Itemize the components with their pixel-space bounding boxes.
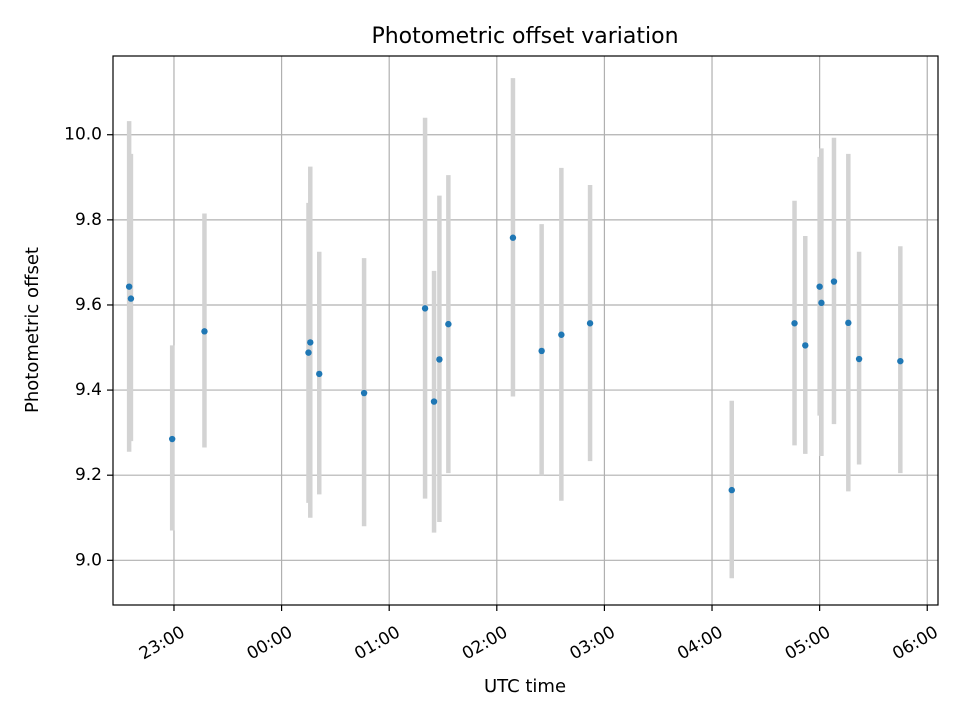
data-point — [509, 234, 517, 241]
y-tick-label: 9.4 — [75, 380, 102, 400]
data-point — [791, 320, 798, 327]
data-point — [201, 328, 208, 335]
y-axis-label: Photometric offset — [22, 247, 43, 413]
data-point — [855, 355, 863, 363]
data-point — [168, 435, 176, 443]
data-point — [305, 349, 312, 356]
y-tick-label: 9.8 — [75, 210, 102, 230]
data-point — [818, 299, 825, 307]
data-point — [360, 389, 368, 397]
data-point — [307, 339, 314, 346]
y-axis-ticks: 9.0 9.2 9.4 9.6 9.8 10.0 — [64, 125, 113, 570]
data-point — [421, 305, 429, 312]
data-point — [586, 320, 594, 327]
chart-title: Photometric offset variation — [371, 24, 678, 49]
data-point — [436, 356, 443, 363]
data-point — [125, 283, 133, 290]
data-points — [125, 234, 904, 494]
data-point — [830, 278, 838, 285]
data-point — [316, 370, 323, 378]
y-tick-label: 10.0 — [64, 125, 102, 145]
data-point — [728, 486, 735, 494]
y-tick-label: 9.6 — [75, 295, 102, 315]
x-axis-label: UTC time — [484, 676, 566, 697]
data-point — [558, 331, 565, 338]
y-tick-label: 9.2 — [75, 465, 102, 485]
data-point — [430, 398, 438, 405]
data-point — [845, 319, 852, 327]
data-point — [538, 347, 545, 355]
data-point — [802, 342, 809, 349]
data-point — [816, 283, 823, 290]
grid-lines — [113, 56, 938, 605]
data-point — [897, 357, 904, 365]
y-tick-label: 9.0 — [75, 550, 102, 570]
data-point — [445, 320, 452, 328]
data-point — [127, 295, 135, 302]
plot-frame — [112, 55, 939, 606]
